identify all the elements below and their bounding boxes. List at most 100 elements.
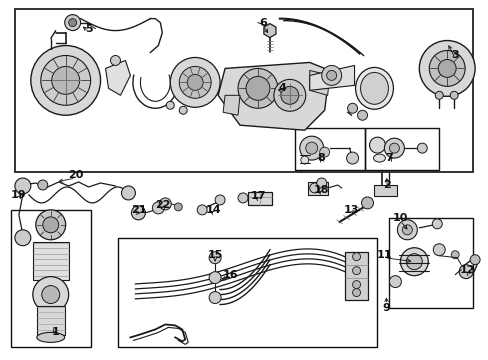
Circle shape (31, 45, 101, 115)
Circle shape (309, 183, 319, 193)
Circle shape (437, 59, 455, 77)
Polygon shape (309, 66, 354, 90)
Ellipse shape (373, 154, 385, 162)
Circle shape (428, 50, 464, 86)
Circle shape (352, 289, 360, 297)
Circle shape (416, 143, 427, 153)
Polygon shape (247, 192, 271, 205)
Text: 7: 7 (385, 153, 392, 163)
Text: 10: 10 (392, 213, 407, 223)
Text: 2: 2 (383, 180, 390, 190)
Polygon shape (309, 71, 329, 95)
Circle shape (402, 225, 411, 235)
Circle shape (15, 178, 31, 194)
Circle shape (245, 76, 269, 100)
Circle shape (319, 147, 329, 157)
Circle shape (42, 217, 59, 233)
Circle shape (41, 285, 60, 303)
Ellipse shape (360, 72, 387, 104)
Circle shape (419, 41, 474, 96)
Text: 14: 14 (205, 205, 221, 215)
Circle shape (434, 91, 442, 99)
Circle shape (388, 276, 401, 288)
Circle shape (388, 143, 399, 153)
Circle shape (110, 55, 120, 66)
Polygon shape (218, 62, 329, 130)
Polygon shape (374, 185, 397, 196)
Text: 19: 19 (11, 190, 27, 200)
Circle shape (280, 86, 298, 104)
Circle shape (131, 206, 145, 220)
Text: 17: 17 (250, 191, 265, 201)
Circle shape (179, 67, 211, 98)
Circle shape (450, 251, 458, 259)
Polygon shape (344, 252, 367, 300)
Circle shape (347, 103, 357, 113)
Circle shape (197, 205, 207, 215)
Text: 1: 1 (52, 327, 60, 337)
Circle shape (33, 276, 68, 312)
Text: 3: 3 (450, 50, 458, 60)
Ellipse shape (37, 332, 64, 342)
Circle shape (38, 180, 48, 190)
Circle shape (369, 137, 385, 153)
Polygon shape (264, 24, 275, 37)
Ellipse shape (355, 67, 393, 109)
Circle shape (300, 156, 308, 164)
Circle shape (397, 220, 416, 240)
Circle shape (152, 202, 164, 214)
Polygon shape (105, 60, 130, 95)
Circle shape (209, 292, 221, 303)
Circle shape (449, 91, 457, 99)
Bar (118, 238, 377, 347)
Circle shape (352, 280, 360, 289)
Circle shape (15, 230, 31, 246)
Circle shape (68, 19, 77, 27)
Text: 11: 11 (376, 250, 391, 260)
Circle shape (352, 267, 360, 275)
Circle shape (187, 75, 203, 90)
Text: 15: 15 (207, 250, 223, 260)
Circle shape (36, 210, 65, 240)
Circle shape (179, 106, 187, 114)
Bar (294, 128, 364, 170)
Bar (364, 128, 438, 170)
Circle shape (166, 101, 174, 109)
Text: 21: 21 (130, 205, 146, 215)
Circle shape (64, 15, 81, 31)
Circle shape (209, 272, 221, 284)
Circle shape (316, 178, 326, 188)
Text: 6: 6 (259, 18, 266, 28)
Bar (11, 210, 90, 347)
Bar (388, 218, 472, 307)
Circle shape (238, 193, 247, 203)
Circle shape (52, 67, 80, 94)
Circle shape (174, 203, 182, 211)
Circle shape (238, 68, 277, 108)
Circle shape (326, 71, 336, 80)
Circle shape (170, 58, 220, 107)
Text: 18: 18 (313, 185, 329, 195)
Circle shape (121, 186, 135, 200)
Text: 16: 16 (222, 270, 237, 280)
Text: 4: 4 (278, 84, 286, 93)
Text: 13: 13 (343, 205, 359, 215)
Circle shape (352, 253, 360, 261)
Circle shape (41, 55, 90, 105)
Polygon shape (307, 182, 327, 195)
Circle shape (361, 197, 373, 209)
Circle shape (346, 152, 358, 164)
Circle shape (357, 110, 367, 120)
Circle shape (400, 248, 427, 276)
Text: 20: 20 (68, 170, 83, 180)
Bar (15, 9, 472, 172)
Text: 22: 22 (155, 200, 171, 210)
Circle shape (458, 265, 472, 279)
Circle shape (431, 219, 441, 229)
Text: 9: 9 (382, 302, 389, 312)
Circle shape (273, 80, 305, 111)
Circle shape (215, 195, 224, 205)
Circle shape (209, 252, 221, 264)
Circle shape (305, 142, 317, 154)
Text: 12: 12 (458, 265, 474, 275)
